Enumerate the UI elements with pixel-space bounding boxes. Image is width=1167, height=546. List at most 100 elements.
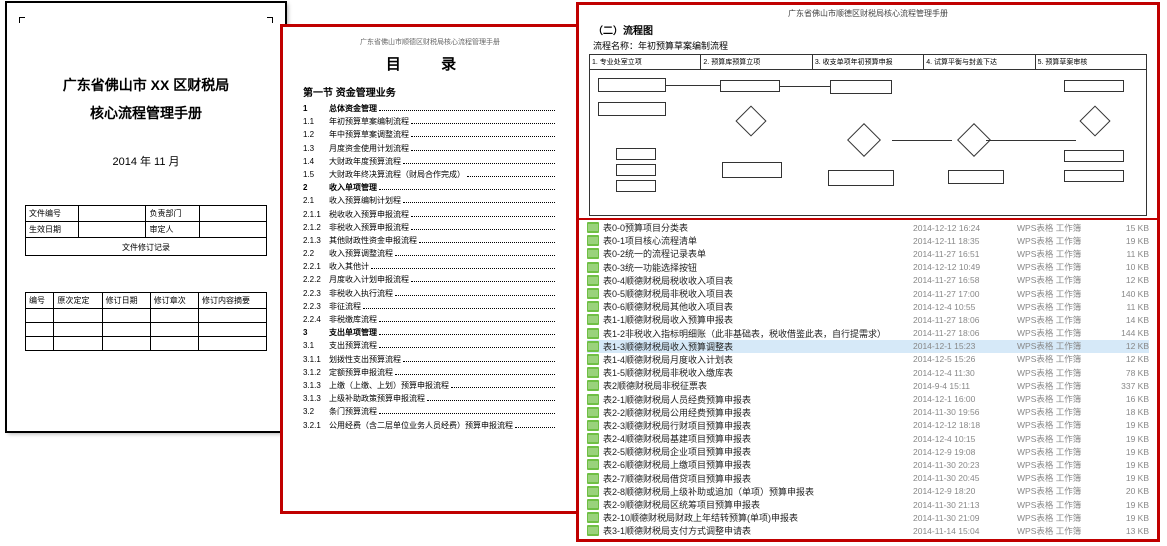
file-row[interactable]: 表2顺德财税局非税征票表2014-9-4 15:11WPS表格 工作簿337 K… — [587, 379, 1149, 392]
file-row[interactable]: 表0-4顺德财税局税收收入项目表2014-11-27 16:58WPS表格 工作… — [587, 274, 1149, 287]
file-size: 19 KB — [1103, 513, 1149, 523]
file-name: 表0-0预算项目分类表 — [603, 221, 913, 234]
toc-item-number: 2 — [303, 183, 329, 192]
file-row[interactable]: 表0-5顺德财税局非税收入项目表2014-11-27 17:00WPS表格 工作… — [587, 287, 1149, 300]
file-type: WPS表格 工作簿 — [1017, 288, 1103, 300]
toc-body: 1总体资金管理1.1年初预算草案编制流程1.2年中预算草案调整流程1.3月度资金… — [303, 103, 557, 431]
toc-leader-dots — [411, 123, 555, 124]
file-size: 19 KB — [1103, 434, 1149, 444]
toc-item: 2.2.3非征流程 — [303, 301, 557, 312]
file-name: 表0-3统一功能选择按钮 — [603, 261, 913, 274]
toc-item-number: 2.1.1 — [303, 210, 329, 219]
file-row[interactable]: 表1-5顺德财税局非税收入缴库表2014-12-4 11:30WPS表格 工作簿… — [587, 366, 1149, 379]
toc-item-number: 2.2.3 — [303, 289, 329, 298]
toc-item-number: 2.2.3 — [303, 302, 329, 311]
file-type: WPS表格 工作簿 — [1017, 459, 1103, 471]
toc-leader-dots — [411, 150, 555, 151]
file-date: 2014-11-30 21:09 — [913, 513, 1017, 523]
toc-item: 1总体资金管理 — [303, 103, 557, 114]
revision-table: 编号原次定定修订日期修订章次修订内容摘要 — [25, 292, 267, 351]
toc-item: 2.1.1税收收入预算申报流程 — [303, 209, 557, 220]
file-row[interactable]: 表2-1顺德财税局人员经费预算申报表2014-12-1 16:00WPS表格 工… — [587, 392, 1149, 405]
file-date: 2014-9-4 15:11 — [913, 381, 1017, 391]
file-size: 144 KB — [1103, 328, 1149, 338]
file-row[interactable]: 表0-6顺德财税局其他收入项目表2014-12-4 10:55WPS表格 工作簿… — [587, 300, 1149, 313]
flow-connector — [986, 140, 1076, 141]
page3-section-label: （二）流程图 — [579, 20, 1157, 39]
toc-item: 3.2条门预算流程 — [303, 406, 557, 417]
spreadsheet-icon — [587, 473, 599, 484]
file-type: WPS表格 工作簿 — [1017, 538, 1103, 539]
file-row[interactable]: 表0-2统一的流程记录表单2014-11-27 16:51WPS表格 工作簿11… — [587, 247, 1149, 260]
cover-title: 核心流程管理手册 — [25, 103, 267, 123]
flow-connector — [780, 86, 830, 87]
file-row[interactable]: 表0-1项目核心流程清单2014-12-11 18:35WPS表格 工作簿19 … — [587, 234, 1149, 247]
file-row[interactable]: 表2-10顺德财税局财政上年结转预算(单项)申报表2014-11-30 21:0… — [587, 511, 1149, 524]
file-row[interactable]: 表2-8顺德财税局上级补助或追加（单项）预算申报表2014-12-9 18:20… — [587, 485, 1149, 498]
file-row[interactable]: 表3-1顺德财税局支付方式调整申请表2014-11-14 15:04WPS表格 … — [587, 524, 1149, 537]
file-date: 2014-11-27 16:51 — [913, 249, 1017, 259]
corner-mark — [263, 17, 273, 27]
spreadsheet-icon — [587, 222, 599, 233]
toc-leader-dots — [371, 268, 555, 269]
toc-item-number: 2.2.2 — [303, 275, 329, 284]
file-row[interactable]: 表2-6顺德财税局上缴项目预算申报表2014-11-30 20:23WPS表格 … — [587, 458, 1149, 471]
spreadsheet-icon — [587, 301, 599, 312]
toc-item: 2收入单项管理 — [303, 182, 557, 193]
toc-item-label: 大财政年终决算流程（财局合作完成） — [329, 169, 465, 180]
toc-item: 2.2.4非税缴库流程 — [303, 314, 557, 325]
toc-item: 1.3月度资金使用计划流程 — [303, 143, 557, 154]
file-row[interactable]: 表2-5顺德财税局企业项目预算申报表2014-12-9 19:08WPS表格 工… — [587, 445, 1149, 458]
file-name: 表2-9顺德财税局区统筹项目预算申报表 — [603, 498, 913, 511]
flow-node — [598, 78, 666, 92]
file-row[interactable]: 表2-9顺德财税局区统筹项目预算申报表2014-11-30 21:13WPS表格… — [587, 498, 1149, 511]
flow-node — [1064, 80, 1124, 92]
file-date: 2014-12-11 18:35 — [913, 236, 1017, 246]
toc-item: 2.1.2非税收入预算申报流程 — [303, 222, 557, 233]
file-row[interactable]: 表2-4顺德财税局基建项目预算申报表2014-12-4 10:15WPS表格 工… — [587, 432, 1149, 445]
spreadsheet-icon — [587, 380, 599, 391]
flowchart-column-headers: 1. 专业处室立项2. 预算库预算立项3. 收支单项年初预算申报4. 试算平衡与… — [590, 55, 1146, 70]
toc-item-label: 收入单项管理 — [329, 182, 377, 193]
toc-item: 3.1.1划拨性支出预算流程 — [303, 354, 557, 365]
spreadsheet-icon — [587, 288, 599, 299]
file-name: 表3-1顺德财税局支付方式调整申请表 — [603, 524, 913, 537]
flow-node — [720, 80, 780, 92]
file-row[interactable]: 表1-3顺德财税局收入预算调整表2014-12-1 15:23WPS表格 工作簿… — [587, 340, 1149, 353]
toc-item-number: 1.3 — [303, 144, 329, 153]
toc-item-label: 年中预算草案调整流程 — [329, 129, 409, 140]
toc-leader-dots — [395, 295, 555, 296]
toc-leader-dots — [403, 361, 555, 362]
spreadsheet-icon — [587, 314, 599, 325]
file-row[interactable]: 表1-4顺德财税局月度收入计划表2014-12-5 15:26WPS表格 工作簿… — [587, 353, 1149, 366]
toc-item-number: 1.1 — [303, 117, 329, 126]
toc-item-label: 收入预算调整流程 — [329, 248, 393, 259]
flow-node — [1064, 170, 1124, 182]
flow-node — [616, 164, 656, 176]
toc-item-label: 税收收入预算申报流程 — [329, 209, 409, 220]
file-name: 表1-1顺德财税局收入预算申报表 — [603, 313, 913, 326]
file-type: WPS表格 工作簿 — [1017, 406, 1103, 418]
revision-header: 修订内容摘要 — [198, 293, 266, 309]
toc-leader-dots — [379, 413, 555, 414]
file-type: WPS表格 工作簿 — [1017, 380, 1103, 392]
file-date: 2014-11-30 20:45 — [913, 473, 1017, 483]
toc-item: 1.4大财政年度预算流程 — [303, 156, 557, 167]
toc-item-number: 3.1 — [303, 341, 329, 350]
file-row[interactable]: 表1-2非税收入指标明细账（此非基础表，税收借鉴此表，自行提需求）2014-11… — [587, 327, 1149, 340]
spreadsheet-icon — [587, 420, 599, 431]
toc-heading: 目 录 — [303, 53, 557, 74]
file-name: 表0-1项目核心流程清单 — [603, 234, 913, 247]
file-row[interactable]: 表2-7顺德财税局借贷项目预算申报表2014-11-30 20:45WPS表格 … — [587, 472, 1149, 485]
file-row[interactable]: 表2-3顺德财税局行财项目预算申报表2014-12-12 18:18WPS表格 … — [587, 419, 1149, 432]
file-row[interactable]: 表3-2顺德财税局跨单位调整项目（单变）申请表2014-12-6 15:11WP… — [587, 538, 1149, 540]
file-row[interactable]: 表1-1顺德财税局收入预算申报表2014-11-27 18:06WPS表格 工作… — [587, 313, 1149, 326]
toc-item-number: 1.2 — [303, 130, 329, 139]
file-row[interactable]: 表0-3统一功能选择按钮2014-12-12 10:49WPS表格 工作簿10 … — [587, 261, 1149, 274]
toc-item: 2.2.1收入其他计 — [303, 261, 557, 272]
file-row[interactable]: 表0-0预算项目分类表2014-12-12 16:24WPS表格 工作簿15 K… — [587, 221, 1149, 234]
file-date: 2014-11-27 18:06 — [913, 328, 1017, 338]
file-row[interactable]: 表2-2顺德财税局公用经费预算申报表2014-11-30 19:56WPS表格 … — [587, 406, 1149, 419]
cover-date: 2014 年 11 月 — [25, 153, 267, 169]
file-type: WPS表格 工作簿 — [1017, 512, 1103, 524]
